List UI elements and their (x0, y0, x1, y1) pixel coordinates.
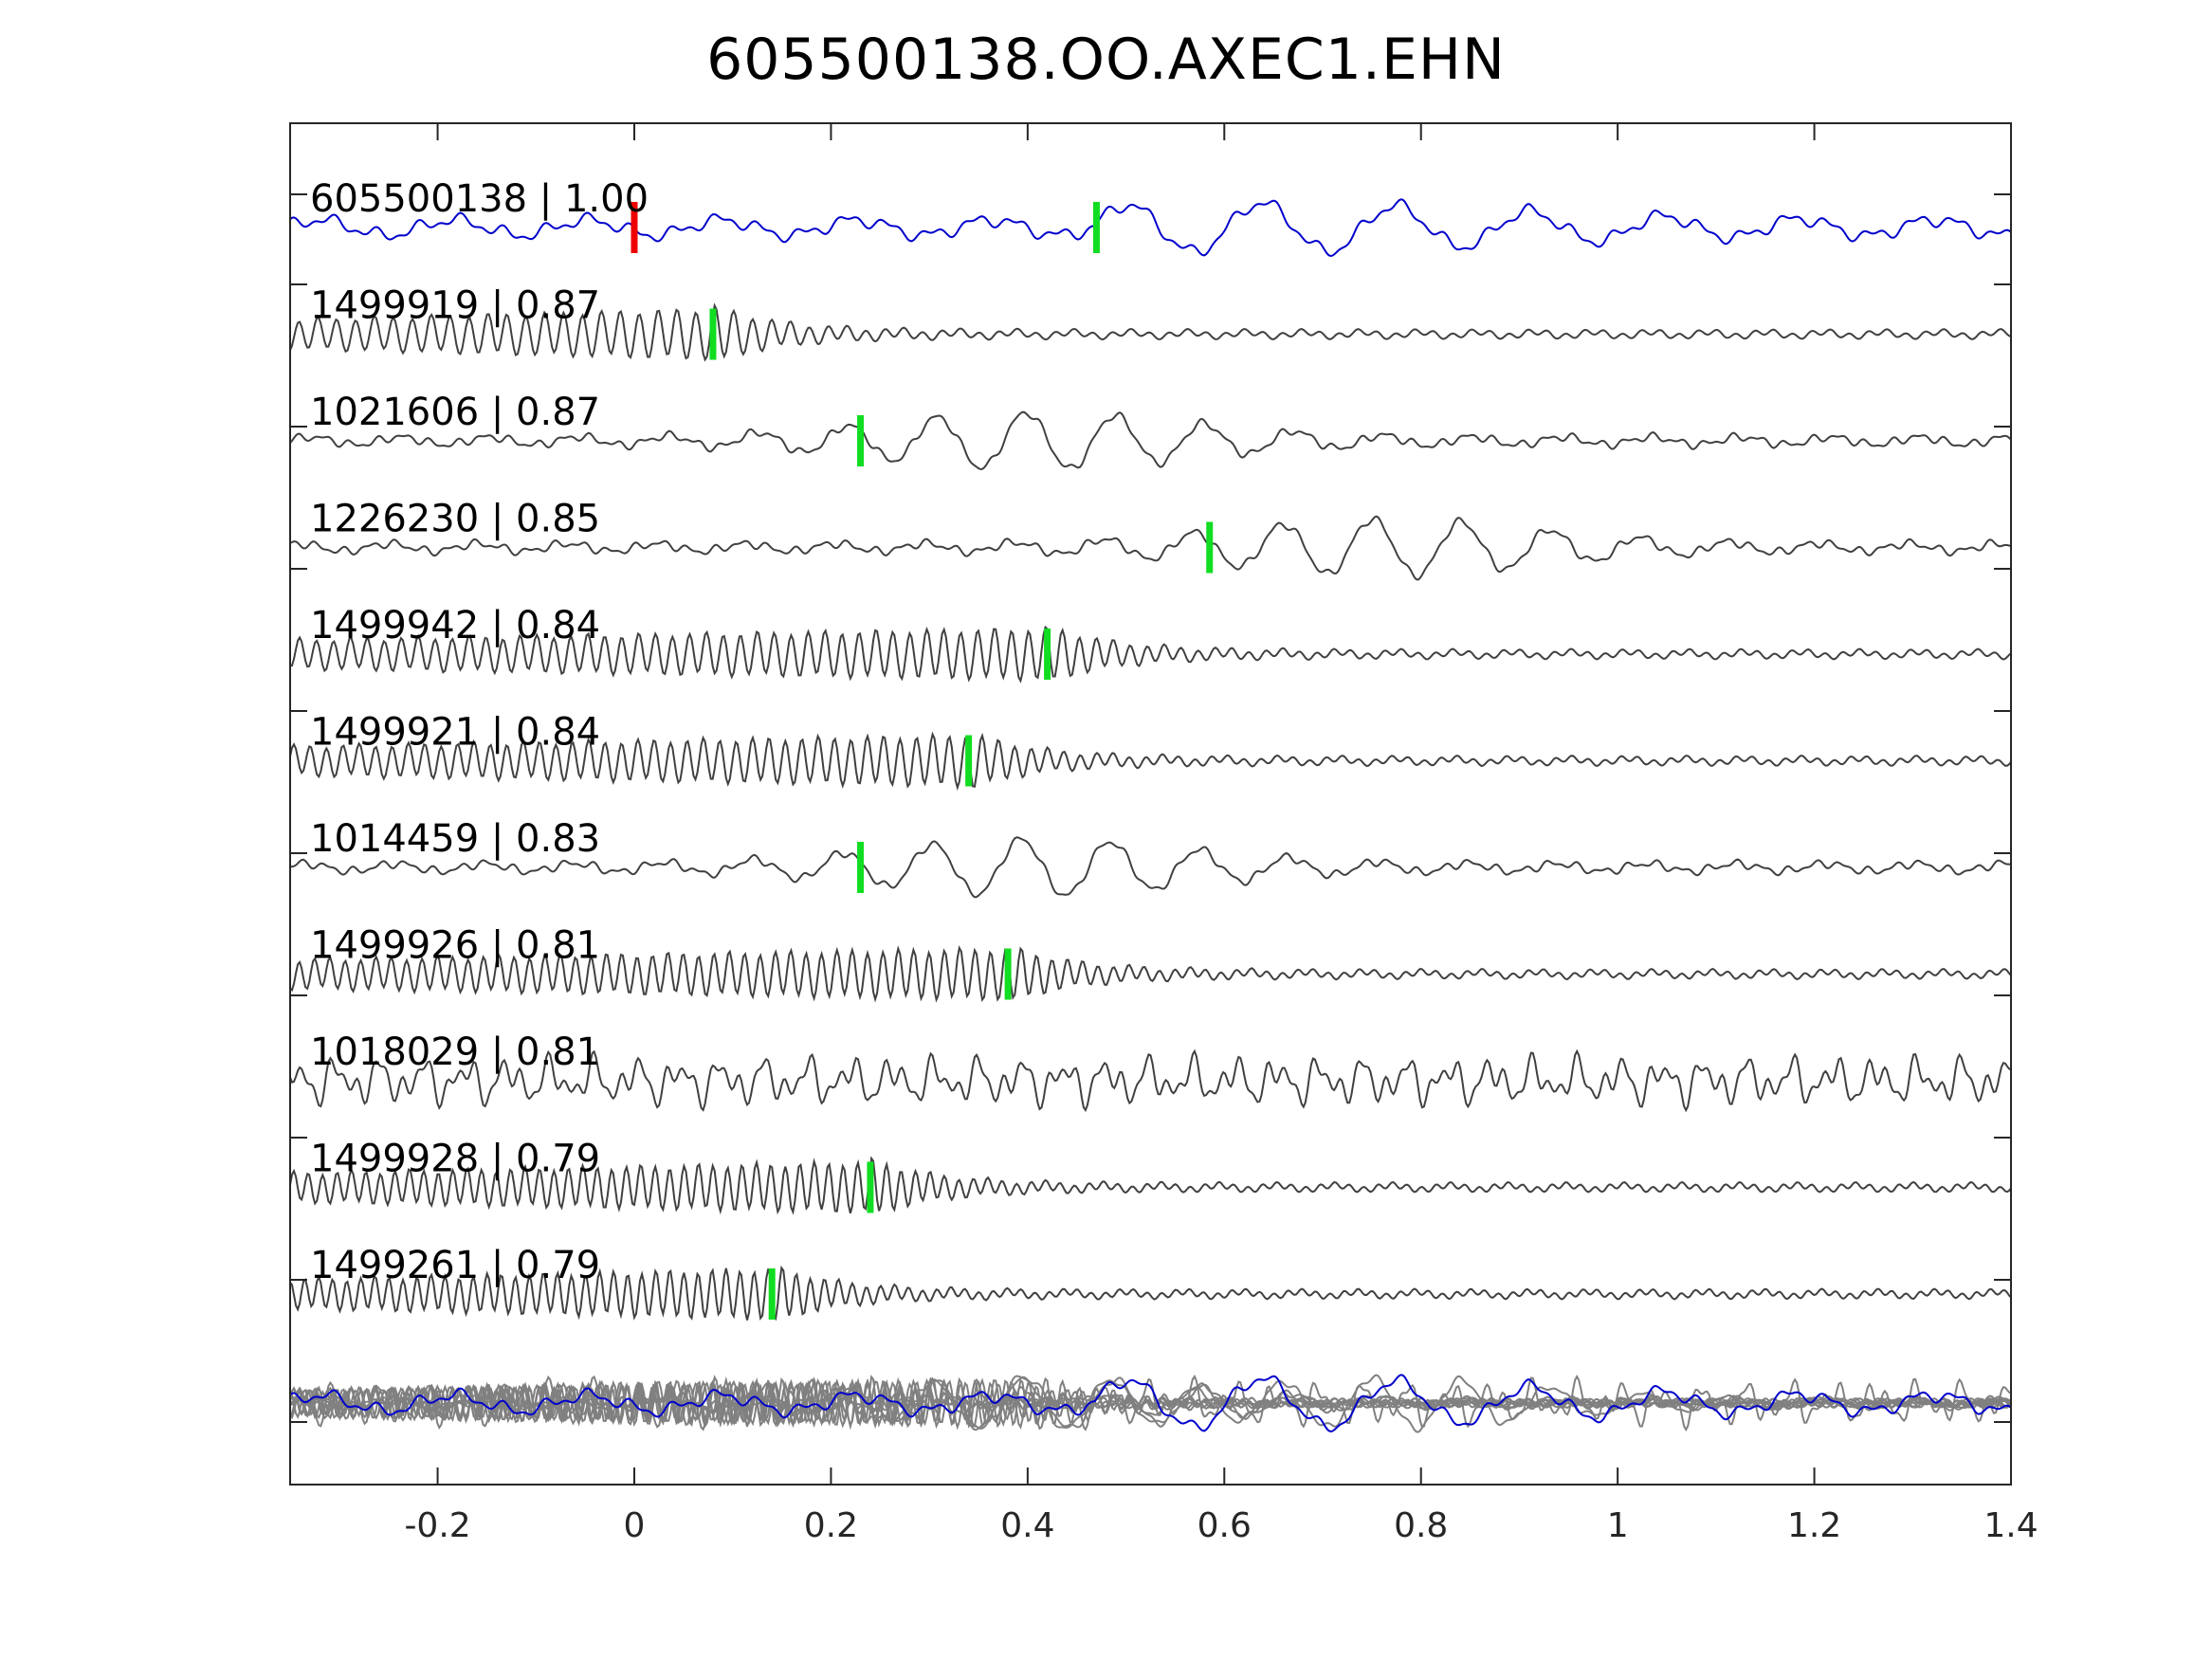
trace-label: 1014459 | 0.83 (310, 817, 600, 861)
x-tick-label: 0.8 (1394, 1506, 1448, 1545)
trace-label: 1499921 | 0.84 (310, 711, 600, 755)
match-trace (289, 1156, 2012, 1215)
match-trace (289, 410, 2012, 470)
trace-label: 1499919 | 0.87 (310, 284, 600, 328)
stack-trace (289, 1376, 2012, 1429)
picks-layer (631, 202, 1214, 1320)
labels-layer: 605500138 | 1.00 1499919 | 0.87 1021606 | … (310, 177, 649, 1287)
trace-label: 1499926 | 0.81 (310, 924, 600, 968)
trace-label: 1018029 | 0.81 (310, 1030, 600, 1074)
chart-title: 605500138.OO.AXEC1.EHN (706, 27, 1506, 93)
x-tick-label: 0.4 (1000, 1506, 1054, 1545)
template-trace (289, 198, 2012, 258)
match-trace (289, 731, 2012, 792)
trace-label: 1226230 | 0.85 (310, 498, 600, 541)
stack-template-trace (289, 1374, 2012, 1433)
match-trace (289, 836, 2012, 899)
match-trace (289, 302, 2012, 362)
trace-label: 1021606 | 0.87 (310, 391, 600, 434)
trace-label: 1499942 | 0.84 (310, 604, 600, 647)
match-trace (289, 1265, 2012, 1322)
axes-layer: -0.2 0 0.2 0.4 0.6 0.8 1 1.2 1.4 (289, 122, 2038, 1545)
match-trace (289, 625, 2012, 684)
x-tick-label: 1.4 (1983, 1506, 2038, 1545)
x-tick-label: 0 (624, 1506, 646, 1545)
x-tick-label: 1.2 (1787, 1506, 1841, 1545)
trace-label: 1499261 | 0.79 (310, 1244, 600, 1287)
x-tick-label: 0.2 (804, 1506, 858, 1545)
plot-frame (289, 122, 2012, 1486)
x-tick-label: 1 (1607, 1506, 1629, 1545)
match-trace (289, 945, 2012, 1003)
trace-label: 605500138 | 1.00 (310, 177, 649, 221)
match-trace (289, 1048, 2012, 1113)
x-tick-label: -0.2 (404, 1506, 470, 1545)
traces-layer (289, 198, 2012, 1433)
trace-label: 1499928 | 0.79 (310, 1138, 600, 1181)
x-tick-label: 0.6 (1197, 1506, 1252, 1545)
match-trace (289, 515, 2012, 581)
